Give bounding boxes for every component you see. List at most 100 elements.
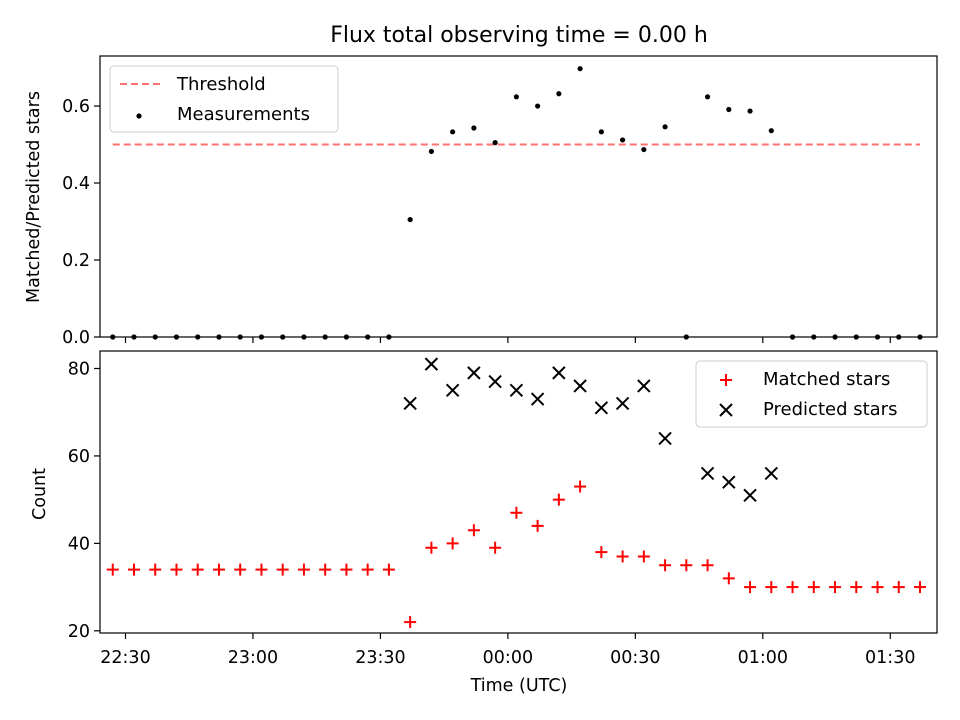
matched-star-marker bbox=[382, 563, 395, 576]
matched-star-marker bbox=[319, 563, 332, 576]
bottom-legend-box bbox=[695, 360, 928, 428]
measurement-point bbox=[598, 129, 604, 135]
matched-star-marker bbox=[212, 563, 225, 576]
matched-star-marker bbox=[149, 563, 162, 576]
matched-star-marker bbox=[234, 563, 247, 576]
matched-star-marker bbox=[552, 493, 565, 506]
predicted-star-marker bbox=[509, 383, 524, 398]
predicted-star-marker bbox=[552, 366, 566, 380]
bottom-axes-frame bbox=[99, 350, 938, 634]
chart-title: Flux total observing time = 0.00 h bbox=[330, 23, 708, 48]
matched-star-marker bbox=[659, 559, 672, 572]
predicted-star-marker bbox=[764, 466, 779, 481]
measurements-legend-label: Measurements bbox=[177, 104, 310, 125]
matched-star-marker bbox=[446, 537, 459, 550]
measurement-point bbox=[619, 137, 626, 143]
threshold-legend-label: Threshold bbox=[176, 74, 266, 95]
predicted-star-marker bbox=[530, 392, 545, 406]
predicted-star-marker bbox=[403, 396, 417, 411]
matched-star-marker bbox=[531, 519, 544, 532]
measurement-point bbox=[662, 124, 668, 130]
measurement-point bbox=[471, 125, 477, 131]
matched-star-marker bbox=[680, 559, 693, 572]
top-ylabel: Matched/Predicted stars bbox=[24, 91, 44, 303]
bottom-ytick-label: 60 bbox=[68, 447, 90, 467]
measurement-point bbox=[513, 94, 519, 100]
measurement-point bbox=[556, 91, 562, 97]
measurement-point bbox=[492, 140, 498, 146]
matched-legend-swatch bbox=[720, 374, 732, 386]
matched-star-marker bbox=[425, 541, 438, 554]
top-ytick-label: 0.6 bbox=[62, 97, 90, 117]
predicted-star-marker bbox=[467, 366, 481, 380]
matched-star-marker bbox=[574, 480, 587, 493]
top-axes-frame bbox=[99, 55, 938, 338]
matched-star-marker bbox=[191, 563, 204, 576]
predicted-star-marker bbox=[424, 357, 439, 371]
matched-star-marker bbox=[276, 563, 289, 576]
measurement-point bbox=[577, 66, 583, 72]
matched-star-marker bbox=[850, 581, 863, 594]
bottom-xtick-label: 00:00 bbox=[483, 648, 533, 668]
bottom-xtick-label: 23:00 bbox=[228, 648, 278, 668]
matched-star-marker bbox=[340, 563, 353, 576]
measurement-point bbox=[407, 216, 413, 223]
matched-star-marker bbox=[595, 546, 608, 559]
matched-star-marker bbox=[127, 563, 140, 576]
top-legend: Threshold Measurements bbox=[109, 65, 339, 133]
bottom-ytick-label: 20 bbox=[68, 622, 90, 642]
matched-star-marker bbox=[871, 581, 884, 594]
matched-star-marker bbox=[914, 581, 927, 594]
bottom-xlabel: Time (UTC) bbox=[470, 676, 568, 696]
measurements-legend-swatch bbox=[136, 113, 142, 119]
predicted-legend-swatch bbox=[719, 403, 733, 417]
top-ytick-label: 0.0 bbox=[62, 328, 90, 348]
predicted-star-marker bbox=[743, 488, 757, 502]
matched-star-marker bbox=[510, 506, 523, 519]
matched-star-marker bbox=[489, 541, 502, 554]
measurement-point bbox=[726, 106, 732, 113]
bottom-xtick-label: 01:30 bbox=[865, 648, 915, 668]
matched-star-marker bbox=[297, 563, 310, 576]
top-legend-box bbox=[109, 65, 339, 133]
matched-star-marker bbox=[722, 572, 735, 585]
measurement-point bbox=[428, 148, 435, 155]
predicted-star-marker bbox=[700, 466, 715, 481]
matched-legend-label: Matched stars bbox=[763, 369, 890, 390]
matched-star-marker bbox=[106, 563, 119, 576]
matched-star-marker bbox=[637, 550, 650, 563]
bottom-xtick-label: 01:00 bbox=[738, 648, 788, 668]
bottom-ylabel: Count bbox=[30, 468, 50, 520]
matched-star-marker bbox=[467, 524, 480, 537]
measurement-point bbox=[450, 129, 456, 135]
bottom-legend: Matched stars Predicted stars bbox=[695, 360, 928, 428]
top-plot-area: 0.0 0.2 0.4 0.6 bbox=[62, 66, 923, 348]
predicted-star-marker bbox=[573, 379, 587, 393]
matched-star-marker bbox=[170, 563, 183, 576]
measurement-point bbox=[747, 108, 753, 114]
bottom-plot-area: 20 40 60 80 22:30 23:00 23:30 00:00 00:30 01:00 01… bbox=[68, 357, 927, 668]
matched-star-marker bbox=[616, 550, 629, 563]
matched-star-marker bbox=[765, 581, 778, 594]
bottom-ytick-label: 40 bbox=[68, 534, 90, 554]
bottom-ytick-label: 80 bbox=[68, 359, 90, 379]
measurement-point bbox=[641, 146, 647, 153]
matched-star-marker bbox=[892, 581, 905, 594]
measurement-point bbox=[535, 103, 541, 109]
predicted-star-marker bbox=[488, 374, 502, 389]
measurement-point bbox=[768, 128, 774, 134]
bottom-xtick-label: 22:30 bbox=[100, 648, 150, 668]
bottom-xtick-label: 00:30 bbox=[610, 648, 660, 668]
matched-star-marker bbox=[361, 563, 374, 576]
matched-star-marker bbox=[255, 563, 268, 576]
measurement-point bbox=[704, 94, 711, 100]
predicted-star-marker bbox=[445, 383, 460, 398]
predicted-star-marker bbox=[722, 475, 736, 489]
matched-star-marker bbox=[744, 581, 757, 594]
matched-star-marker bbox=[701, 559, 714, 572]
predicted-legend-label: Predicted stars bbox=[763, 399, 897, 420]
bottom-xtick-label: 23:30 bbox=[355, 648, 405, 668]
matched-star-marker bbox=[829, 581, 842, 594]
predicted-star-marker bbox=[637, 379, 651, 393]
